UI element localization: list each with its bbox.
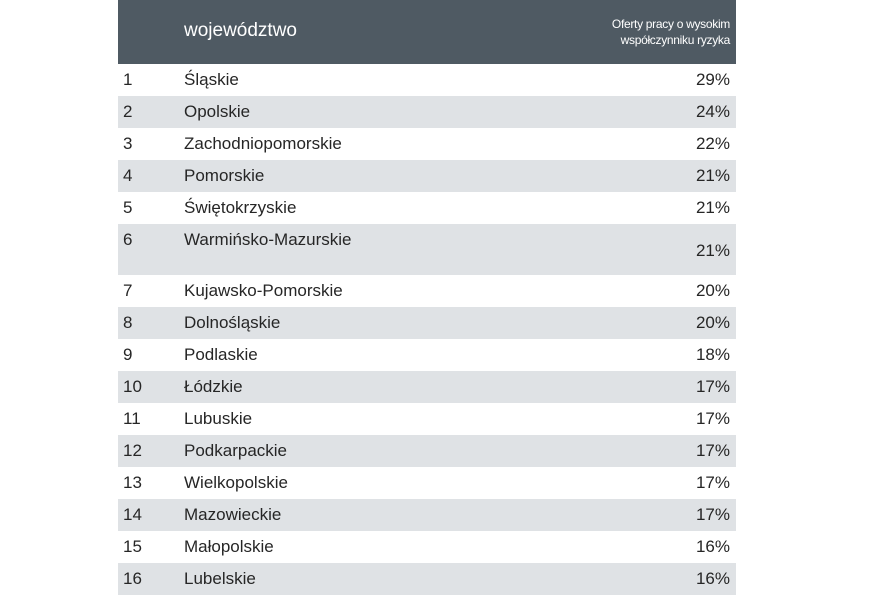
table-row: 3 Zachodniopomorskie 22% [118,128,736,160]
header-value: Oferty pracy o wysokim współczynniku ryz… [612,16,730,48]
row-rank: 9 [123,345,133,364]
row-rank: 1 [123,70,133,89]
row-rank: 15 [123,537,142,556]
row-value: 29% [695,70,730,89]
row-value: 17% [695,377,730,396]
table-row: 10 Łódzkie 17% [118,371,736,403]
row-rank: 10 [123,377,142,396]
table-row: 5 Świętokrzyskie 21% [118,192,736,224]
row-value: 22% [695,134,730,153]
table-row: 13 Wielkopolskie 17% [118,467,736,499]
header-value-line2: współczynniku ryzyka [620,33,731,47]
row-rank: 4 [123,166,133,185]
row-region: Zachodniopomorskie [184,134,342,153]
table-row: 12 Podkarpackie 17% [118,435,736,467]
row-value: 21% [695,166,730,185]
row-rank: 7 [123,281,133,300]
table-row: 1 Śląskie 29% [118,64,736,96]
row-rank: 6 [123,230,133,249]
row-region: Śląskie [184,70,239,89]
ranking-table: województwo Oferty pracy o wysokim współ… [118,0,736,595]
row-rank: 5 [123,198,133,217]
row-region: Świętokrzyskie [184,198,297,217]
table-row: 7 Kujawsko-Pomorskie 20% [118,275,736,307]
row-rank: 16 [123,569,142,588]
row-value: 17% [695,441,730,460]
table-row: 4 Pomorskie 21% [118,160,736,192]
row-value: 24% [695,102,730,121]
row-value: 20% [695,313,730,332]
row-region: Dolnośląskie [184,313,281,332]
row-region: Małopolskie [184,537,274,556]
row-rank: 11 [123,409,141,428]
row-region: Łódzkie [184,377,243,396]
row-rank: 12 [123,441,142,460]
table-row: 16 Lubelskie 16% [118,563,736,595]
row-region: Warmińsko-Mazurskie [184,230,352,249]
row-region: Mazowieckie [184,505,282,524]
row-region: Kujawsko-Pomorskie [184,281,343,300]
row-value: 17% [695,473,730,492]
row-region: Podkarpackie [184,441,288,460]
table-row: 9 Podlaskie 18% [118,339,736,371]
table-header: województwo Oferty pracy o wysokim współ… [118,0,736,64]
row-rank: 13 [123,473,142,492]
row-value: 18% [695,345,730,364]
header-value-line1: Oferty pracy o wysokim [611,17,730,31]
header-region: województwo [184,20,297,41]
row-region: Wielkopolskie [184,473,288,492]
row-rank: 8 [123,313,133,332]
table-row: 8 Dolnośląskie 20% [118,307,736,339]
row-value: 21% [695,241,730,260]
row-value: 16% [695,569,730,588]
table-row: 15 Małopolskie 16% [118,531,736,563]
row-region: Podlaskie [184,345,258,364]
table-row: 6 Warmińsko-Mazurskie 21% [118,224,736,275]
row-value: 17% [695,409,730,428]
row-rank: 14 [123,505,142,524]
row-rank: 2 [123,102,133,121]
row-region: Lubuskie [184,409,253,428]
table-row: 11 Lubuskie 17% [118,403,736,435]
table-row: 2 Opolskie 24% [118,96,736,128]
row-value: 20% [695,281,730,300]
row-region: Opolskie [184,102,251,121]
row-region: Pomorskie [184,166,265,185]
row-region: Lubelskie [184,569,256,588]
row-value: 17% [695,505,730,524]
table-row: 14 Mazowieckie 17% [118,499,736,531]
row-value: 21% [695,198,730,217]
row-rank: 3 [123,134,133,153]
row-value: 16% [695,537,730,556]
